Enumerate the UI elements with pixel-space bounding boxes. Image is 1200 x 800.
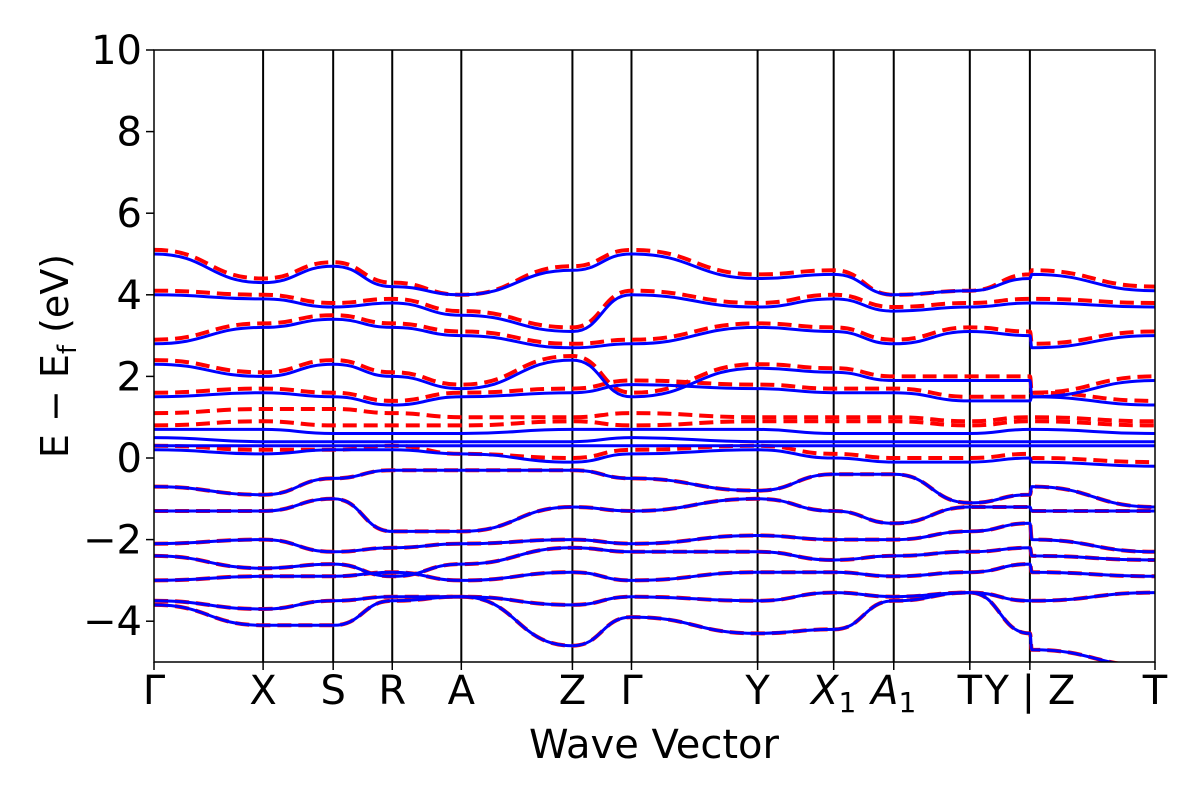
band-1-14 <box>154 591 1155 611</box>
y-tick-label-4: 4 <box>117 273 142 319</box>
y-tick-label-0: −4 <box>83 599 142 645</box>
band-0-5 <box>154 406 1155 424</box>
x-tick-label-8: X1 <box>809 668 856 719</box>
y-tick-label-1: −2 <box>83 518 142 564</box>
band-1-2 <box>154 317 1155 350</box>
band-0-4 <box>154 378 1155 403</box>
y-axis-label-unit: (eV) <box>33 254 77 345</box>
band-1-10 <box>154 497 1155 533</box>
y-tick-label-3: 2 <box>117 354 142 400</box>
band-1-15 <box>154 591 1119 662</box>
band-1-3 <box>154 358 1155 399</box>
y-tick-label-7: 10 <box>91 28 142 74</box>
band-1-5 <box>154 427 1155 436</box>
band-1-9 <box>154 468 1155 509</box>
band-1-11 <box>154 521 1155 554</box>
x-tick-label-0: Γ <box>143 668 166 714</box>
x-tick-label-3: R <box>378 668 406 714</box>
x-tick-label-11: Y | Z <box>984 668 1076 714</box>
band-1-4 <box>154 383 1155 407</box>
band-1-6 <box>154 436 1155 444</box>
x-tick-label-4: A <box>448 668 476 714</box>
x-tick-label-6: Γ <box>620 668 643 714</box>
y-axis-label-main: E − E <box>33 354 77 458</box>
band-1-8 <box>154 448 1155 468</box>
y-axis-ticks: −4 −2 0 2 4 6 8 10 <box>83 28 154 645</box>
band-1-13 <box>154 562 1155 582</box>
band-1-1 <box>154 293 1155 334</box>
y-tick-label-2: 0 <box>117 436 142 482</box>
x-tick-label-9: A1 <box>868 668 916 719</box>
band-0-6 <box>154 419 1155 428</box>
y-tick-label-6: 8 <box>117 110 142 156</box>
x-tick-label-5: Z <box>559 668 586 714</box>
x-tick-label-7: Y <box>744 668 770 714</box>
band-1-0 <box>154 252 1155 297</box>
band-0-3 <box>154 353 1155 395</box>
plot-frame <box>153 49 1156 663</box>
x-tick-label-10: T <box>957 668 983 714</box>
plot-background <box>154 50 1155 662</box>
x-axis-label: Wave Vector <box>529 722 780 768</box>
band-0-2 <box>154 313 1155 346</box>
band-1-12 <box>154 546 1155 578</box>
y-axis-label: E − Ef (eV) <box>33 254 83 458</box>
y-tick-label-5: 6 <box>117 191 142 237</box>
y-axis-label-subscript: f <box>53 344 83 354</box>
x-tick-label-2: S <box>320 668 345 714</box>
band-lines <box>154 247 1155 662</box>
x-tick-label-1: X <box>249 668 276 714</box>
x-tick-label-12: T <box>1142 668 1168 714</box>
band-0-1 <box>154 288 1155 330</box>
